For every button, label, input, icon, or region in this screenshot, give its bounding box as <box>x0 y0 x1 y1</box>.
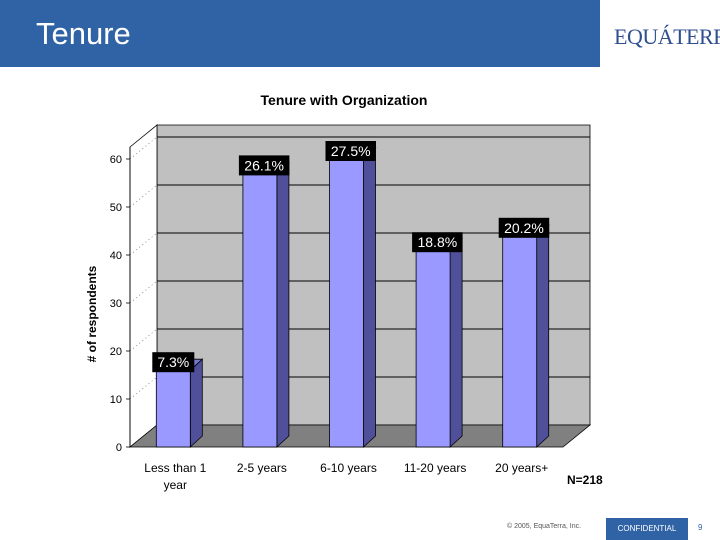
logo: EQUÁTERRA <box>600 0 720 67</box>
y-axis-label: # of respondents <box>85 265 99 362</box>
bar-side <box>276 161 290 448</box>
data-label-box <box>498 217 550 238</box>
side-wall <box>129 124 158 448</box>
bar <box>502 235 538 448</box>
bar-side <box>363 147 376 448</box>
data-label: 26.1% <box>244 157 284 173</box>
data-label: 7.3% <box>157 354 189 370</box>
data-label: 20.2% <box>504 220 544 236</box>
data-label-box <box>412 232 463 253</box>
y-tick-label: 20 <box>110 346 122 358</box>
x-tick-label: 20 years+ <box>495 461 548 475</box>
data-label-box <box>325 141 376 161</box>
bar <box>329 158 364 448</box>
tenure-chart: 0 10 20 30 40 50 60 7.3% Less than 1 year 26.1% 2-5… <box>85 92 603 492</box>
chart-title: Tenure with Organization <box>261 92 428 108</box>
data-label: 27.5% <box>331 143 371 159</box>
x-tick-label: 6-10 years <box>320 461 377 475</box>
header-bar: Tenure EQUÁTERRA <box>0 0 720 67</box>
x-tick-label: 11-20 years <box>404 461 466 475</box>
data-label-box <box>238 155 290 176</box>
data-label-box <box>152 352 195 373</box>
y-tick-label: 10 <box>110 394 122 406</box>
slide-title: Tenure <box>36 16 131 51</box>
logo-text: EQUÁTERRA <box>614 24 720 49</box>
sample-size-annotation: N=218 <box>567 473 603 487</box>
y-tick-label: 60 <box>110 154 122 166</box>
y-tick-label: 50 <box>110 202 122 214</box>
bar-side <box>189 358 203 448</box>
footer-copyright: © 2005, EquaTerra, Inc. <box>507 523 582 530</box>
data-label: 18.8% <box>417 234 457 250</box>
bar <box>242 172 278 448</box>
page-number: 9 <box>698 523 703 532</box>
y-tick-label: 0 <box>116 442 122 454</box>
x-tick-label: year <box>164 478 187 492</box>
bar-side <box>449 238 463 448</box>
bar <box>155 369 191 448</box>
y-tick-label: 40 <box>110 250 122 262</box>
x-tick-label: 2-5 years <box>237 461 287 475</box>
x-tick-label: Less than 1 <box>144 461 206 475</box>
footer-confidential: CONFIDENTIAL <box>606 518 688 540</box>
y-tick-label: 30 <box>110 298 122 310</box>
bar-side <box>536 223 550 448</box>
bar <box>415 249 451 448</box>
